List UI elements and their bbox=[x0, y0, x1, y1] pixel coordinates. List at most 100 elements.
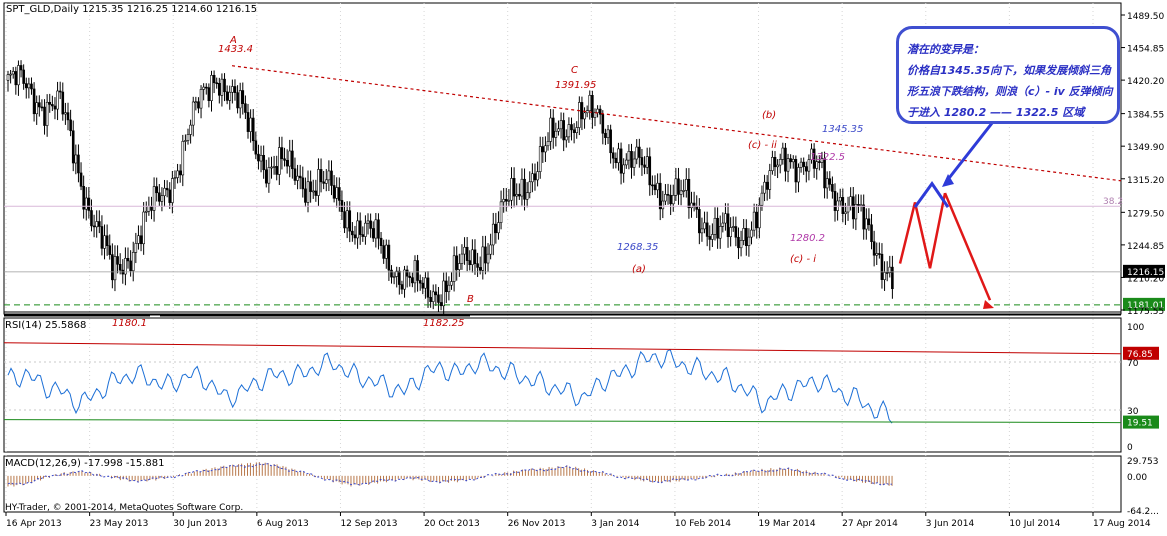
current-price-tag: 1216.15 bbox=[1123, 264, 1165, 278]
price-candle-body bbox=[476, 263, 479, 268]
price-candle-body bbox=[309, 181, 312, 192]
price-candle-body bbox=[763, 181, 766, 194]
price-candle-body bbox=[713, 217, 717, 235]
price-candle-body bbox=[682, 190, 685, 192]
price-candle-body bbox=[533, 173, 537, 181]
wave-annotation: 1391.95 bbox=[555, 80, 596, 91]
price-candle-body bbox=[768, 170, 772, 190]
wave-annotation: C bbox=[571, 65, 578, 76]
macd-y-tick-label: -64.2... bbox=[1127, 507, 1159, 517]
price-candle-body bbox=[204, 86, 208, 89]
x-tick-label: 30 Jun 2013 bbox=[173, 519, 227, 529]
price-candle-body bbox=[695, 206, 699, 210]
price-candle-body bbox=[465, 246, 469, 261]
price-candle-body bbox=[150, 205, 153, 211]
price-candle-body bbox=[71, 130, 75, 164]
price-candle-body bbox=[207, 87, 211, 101]
y-tick-label: 1420.20 bbox=[1127, 77, 1164, 87]
price-candle-body bbox=[844, 211, 847, 214]
forecast-callout: 潜在的变异是： 价格自1345.35向下，如果发展倾斜三角 形五浪下跌结构，则浪… bbox=[896, 26, 1120, 124]
forecast-arrowhead bbox=[983, 300, 994, 309]
price-candle-body bbox=[515, 194, 519, 197]
price-candle-body bbox=[103, 235, 106, 249]
price-candle-body bbox=[392, 276, 396, 278]
panel-frames bbox=[3, 2, 1122, 513]
price-candle-body bbox=[700, 228, 704, 234]
price-candle-body bbox=[721, 222, 725, 227]
price-candle-body bbox=[199, 89, 203, 109]
price-candle-body bbox=[384, 244, 388, 259]
price-candle-body bbox=[171, 178, 174, 203]
wave-annotation: B bbox=[467, 294, 474, 305]
price-candle-body bbox=[862, 204, 865, 230]
macd-series bbox=[7, 462, 893, 487]
price-candle-body bbox=[471, 249, 474, 266]
price-candle-body bbox=[531, 173, 534, 183]
price-candle-body bbox=[742, 228, 745, 241]
price-candle-body bbox=[771, 157, 774, 171]
price-candle-body bbox=[418, 280, 422, 284]
price-candle-body bbox=[726, 213, 730, 237]
macd-title: MACD(12,26,9) -17.998 -15.881 bbox=[5, 458, 165, 469]
x-tick-label: 23 May 2013 bbox=[90, 519, 149, 529]
price-candle-body bbox=[53, 105, 57, 110]
price-candle-body bbox=[238, 90, 242, 109]
price-candle-body bbox=[400, 284, 404, 290]
price-candle-body bbox=[191, 101, 195, 126]
price-candle-body bbox=[124, 258, 127, 275]
rsi-tag-label: 76.85 bbox=[1127, 350, 1153, 360]
price-candle-body bbox=[880, 253, 884, 280]
price-candle-body bbox=[833, 191, 837, 211]
price-candle-body bbox=[666, 194, 670, 196]
price-candle-body bbox=[158, 192, 161, 202]
price-candle-body bbox=[570, 124, 573, 131]
price-candle-body bbox=[160, 195, 164, 202]
y-tick-label: 1244.85 bbox=[1127, 242, 1164, 252]
price-candle-body bbox=[838, 197, 842, 202]
price-candle-body bbox=[212, 75, 216, 84]
price-candle-body bbox=[134, 243, 138, 253]
price-candle-body bbox=[567, 124, 571, 138]
price-candle-body bbox=[455, 255, 459, 270]
price-candle-body bbox=[724, 213, 727, 224]
price-candle-body bbox=[233, 86, 237, 93]
price-candle-body bbox=[66, 112, 70, 121]
price-candle-body bbox=[155, 186, 159, 194]
price-candle-body bbox=[369, 220, 372, 229]
price-candle-body bbox=[288, 150, 292, 167]
price-candle-body bbox=[116, 256, 119, 265]
price-candle-body bbox=[98, 221, 101, 227]
price-candle-body bbox=[538, 146, 542, 172]
wave-annotation: 1322.5 bbox=[810, 152, 845, 163]
price-candle-body bbox=[437, 294, 440, 303]
price-candle-body bbox=[632, 158, 636, 168]
price-candle-body bbox=[17, 65, 20, 86]
price-candle-body bbox=[622, 164, 625, 174]
price-candle-body bbox=[210, 75, 213, 101]
price-candle-body bbox=[241, 90, 245, 105]
price-candle-body bbox=[223, 78, 226, 93]
price-candle-body bbox=[851, 196, 855, 220]
price-candle-body bbox=[825, 178, 829, 189]
current-tag-label: 1216.15 bbox=[1127, 268, 1164, 278]
price-candle-body bbox=[596, 108, 599, 113]
price-candle-body bbox=[878, 253, 881, 255]
price-candle-body bbox=[677, 178, 680, 195]
price-candle-body bbox=[131, 252, 135, 272]
price-candle-body bbox=[189, 124, 192, 135]
y-tick-label: 1279.50 bbox=[1127, 209, 1164, 219]
wave-annotation: 1180.1 bbox=[112, 318, 147, 329]
price-candle-body bbox=[58, 90, 62, 93]
price-candle-body bbox=[351, 230, 354, 236]
price-candle-body bbox=[664, 194, 667, 202]
price-candle-body bbox=[254, 140, 258, 155]
callout-line: 价格自1345.35向下，如果发展倾斜三角 bbox=[907, 64, 1112, 77]
price-candle-body bbox=[272, 166, 276, 168]
price-candle-body bbox=[841, 197, 845, 214]
rsi-resistance-line bbox=[3, 342, 1122, 355]
price-candle-body bbox=[491, 223, 495, 246]
price-candle-body bbox=[744, 228, 748, 247]
price-candle-body bbox=[228, 91, 232, 101]
